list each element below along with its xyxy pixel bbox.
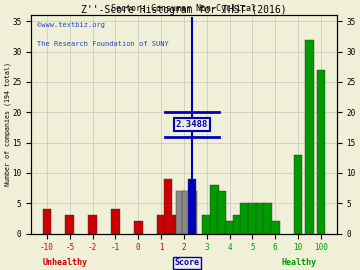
- Bar: [111, 209, 120, 234]
- Bar: [263, 203, 271, 234]
- Text: ©www.textbiz.org: ©www.textbiz.org: [37, 22, 105, 28]
- Bar: [43, 209, 51, 234]
- Bar: [217, 191, 226, 234]
- Bar: [248, 203, 257, 234]
- Bar: [176, 191, 185, 234]
- Bar: [157, 215, 166, 234]
- Bar: [256, 203, 265, 234]
- Text: Healthy: Healthy: [281, 258, 316, 267]
- Text: 2.3488: 2.3488: [176, 120, 208, 129]
- Bar: [172, 215, 180, 234]
- Bar: [271, 221, 280, 234]
- Bar: [305, 39, 314, 234]
- Bar: [294, 155, 302, 234]
- Bar: [66, 215, 74, 234]
- Bar: [233, 215, 242, 234]
- Bar: [189, 191, 197, 234]
- Bar: [202, 215, 211, 234]
- Bar: [134, 221, 143, 234]
- Text: Sector: Consumer Non-Cyclical: Sector: Consumer Non-Cyclical: [112, 4, 256, 13]
- Bar: [210, 185, 219, 234]
- Y-axis label: Number of companies (194 total): Number of companies (194 total): [4, 62, 11, 186]
- Bar: [188, 179, 196, 234]
- Bar: [164, 179, 172, 234]
- Bar: [88, 215, 97, 234]
- Bar: [182, 191, 190, 234]
- Bar: [316, 70, 325, 234]
- Text: The Research Foundation of SUNY: The Research Foundation of SUNY: [37, 42, 169, 48]
- Bar: [240, 203, 249, 234]
- Text: Score: Score: [175, 258, 200, 267]
- Text: Unhealthy: Unhealthy: [42, 258, 87, 267]
- Title: Z''-Score Histogram for THST (2016): Z''-Score Histogram for THST (2016): [81, 5, 287, 15]
- Bar: [225, 221, 234, 234]
